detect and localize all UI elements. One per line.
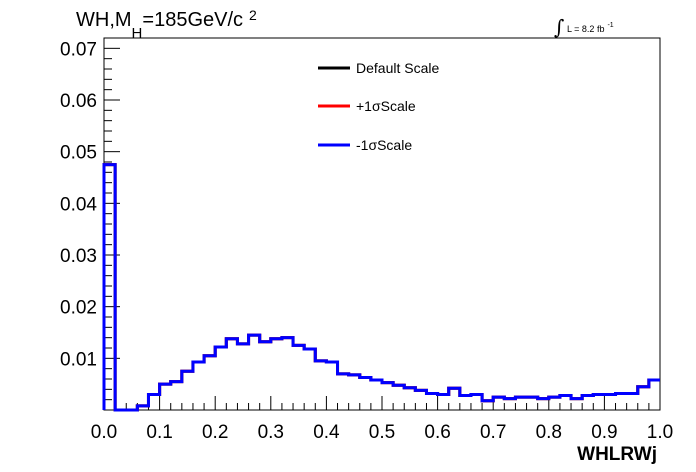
x-tick-label: 0.3 (258, 422, 284, 443)
axis-ticks (103, 37, 661, 410)
x-tick-label: 1.0 (647, 422, 673, 443)
title-subscript: H (132, 25, 143, 42)
x-tick-label: 0.8 (536, 422, 562, 443)
y-tick-label: 0.02 (60, 298, 97, 319)
histogram-series (102, 163, 660, 412)
lumi-label: L = 8.2 fb -1 (567, 22, 614, 34)
chart-title: WH,MH=185GeV/c 2 (76, 7, 257, 42)
legend-label-minus1sigma: -1σScale (356, 137, 412, 153)
x-tick-label: 0.4 (313, 422, 340, 443)
axis-tick-labels: 0.0 0.1 0.2 0.3 0.4 0.5 0.6 0.7 0.8 0.9 1.0 0.01 0.0… (60, 39, 673, 443)
x-tick-label: 0.7 (480, 422, 506, 443)
title-superscript: 2 (249, 7, 257, 23)
title-suffix: =185GeV/c (142, 9, 243, 31)
x-tick-label: 0.6 (424, 422, 450, 443)
legend-label-default: Default Scale (356, 60, 439, 76)
series-default-scale (102, 163, 660, 412)
y-tick-label: 0.04 (60, 194, 97, 215)
x-tick-label: 0.0 (91, 422, 117, 443)
x-tick-label: 0.1 (146, 422, 172, 443)
title-prefix: WH,M (76, 9, 132, 31)
y-tick-label: 0.06 (60, 91, 97, 112)
x-tick-label: 0.2 (202, 422, 228, 443)
series-minus1sigma-scale (102, 163, 660, 412)
y-tick-label: 0.07 (60, 39, 97, 60)
lumi-text: L = 8.2 fb (567, 24, 604, 34)
plot-frame (103, 37, 661, 411)
y-tick-label: 0.05 (60, 143, 97, 164)
x-axis-label: WHLRWj (577, 444, 657, 465)
legend-label-plus1sigma: +1σScale (356, 98, 416, 114)
y-tick-label: 0.01 (60, 349, 97, 370)
legend: Default Scale +1σScale -1σScale (318, 60, 439, 153)
x-tick-label: 0.5 (369, 422, 395, 443)
x-tick-label: 0.9 (591, 422, 617, 443)
series-plus1sigma-scale (102, 163, 660, 412)
lumi-superscript: -1 (607, 22, 613, 29)
lumi-integral-symbol: ∫ (554, 15, 564, 39)
y-tick-label: 0.03 (60, 246, 97, 267)
